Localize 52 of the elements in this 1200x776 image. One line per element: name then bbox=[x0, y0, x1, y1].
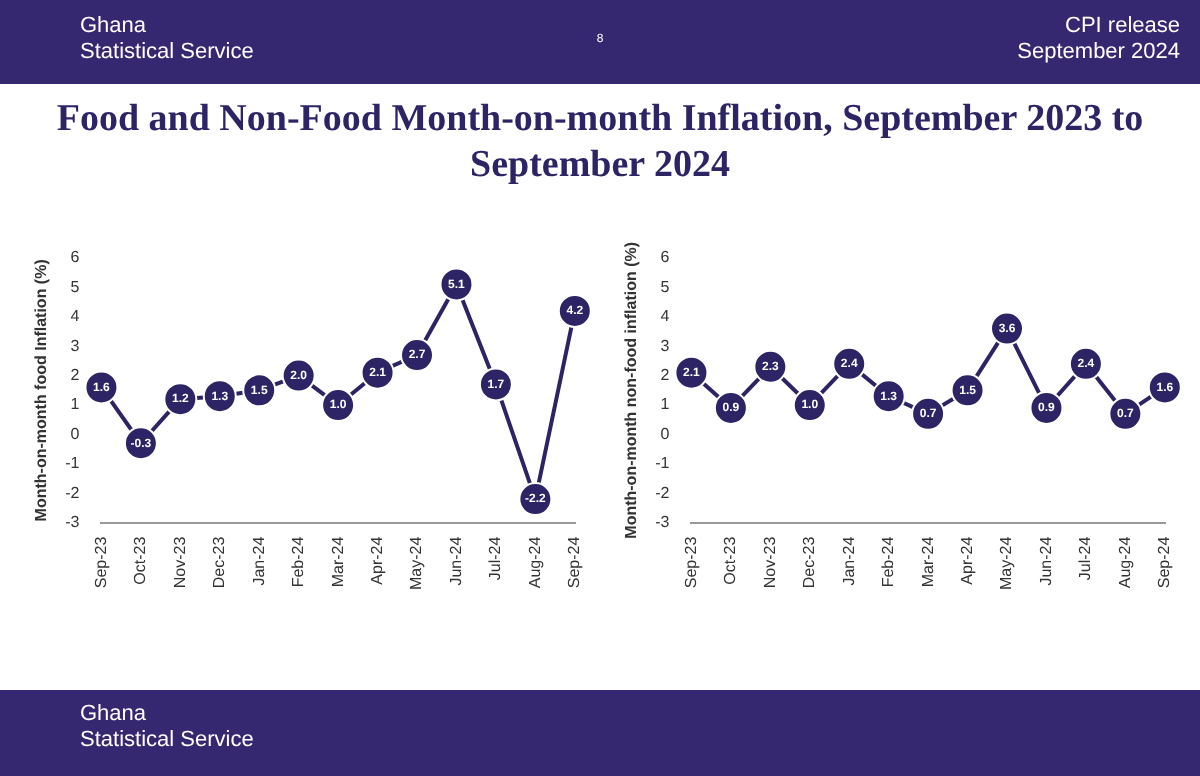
x-tick-label: Nov-23 bbox=[760, 535, 779, 589]
x-tick-label: Mar-24 bbox=[328, 535, 347, 588]
x-tick-label: Sep-23 bbox=[91, 535, 110, 589]
y-tick-label: 0 bbox=[660, 424, 671, 443]
y-tick-label: 3 bbox=[660, 336, 671, 355]
x-tick-label: Sep-23 bbox=[681, 535, 700, 589]
x-tick-label: Apr-24 bbox=[957, 535, 976, 585]
x-tick-label: Jan-24 bbox=[249, 535, 268, 586]
text: CPI release September 2024 bbox=[1017, 14, 1180, 66]
y-tick-label: 2 bbox=[70, 366, 81, 385]
x-tick-label: Jul-24 bbox=[1076, 535, 1095, 581]
y-tick-label: 6 bbox=[660, 248, 671, 267]
x-tick-label: Aug-24 bbox=[525, 535, 544, 589]
y-tick-label: -2 bbox=[65, 483, 81, 502]
y-tick-label: -3 bbox=[65, 513, 81, 532]
x-tick-label: Jun-24 bbox=[1036, 535, 1055, 586]
y-tick-label: -3 bbox=[655, 513, 671, 532]
x-tick-label: Aug-24 bbox=[1115, 535, 1134, 589]
x-tick-label: Oct-23 bbox=[131, 535, 150, 585]
y-tick-label: 1 bbox=[660, 395, 671, 414]
y-tick-label: -1 bbox=[655, 454, 671, 473]
x-tick-label: Mar-24 bbox=[918, 535, 937, 588]
x-tick-label: May-24 bbox=[997, 535, 1016, 591]
chart-title: Food and Non-Food Month-on-month Inflation, September 2023 to September 2024 bbox=[54, 96, 1146, 188]
y-tick-label: 0 bbox=[70, 424, 81, 443]
y-tick-label: 5 bbox=[70, 277, 81, 296]
y-tick-label: 2 bbox=[660, 366, 671, 385]
y-tick-label: 4 bbox=[70, 307, 81, 326]
y-tick-label: 1 bbox=[70, 395, 81, 414]
x-tick-label: Jun-24 bbox=[446, 535, 465, 586]
y-tick-label: 5 bbox=[660, 277, 671, 296]
x-tick-label: Apr-24 bbox=[367, 535, 386, 585]
x-tick-label: Nov-23 bbox=[170, 535, 189, 589]
y-axis-title: Month-on-month non-food inflation (%) bbox=[622, 241, 641, 539]
x-tick-label: Feb-24 bbox=[879, 535, 898, 588]
x-tick-label: Sep-24 bbox=[565, 535, 584, 589]
y-tick-label: 4 bbox=[660, 307, 671, 326]
y-tick-label: -2 bbox=[655, 483, 671, 502]
text: Ghana Statistical Service bbox=[80, 14, 254, 66]
x-tick-label: Jul-24 bbox=[486, 535, 505, 581]
x-tick-label: Sep-24 bbox=[1155, 535, 1174, 589]
y-tick-label: -1 bbox=[65, 454, 81, 473]
x-tick-label: Jan-24 bbox=[839, 535, 858, 586]
x-tick-label: Dec-23 bbox=[800, 535, 819, 589]
x-tick-label: Dec-23 bbox=[210, 535, 229, 589]
x-tick-label: May-24 bbox=[407, 535, 426, 591]
y-tick-label: 3 bbox=[70, 336, 81, 355]
text: Ghana Statistical Service bbox=[80, 702, 254, 754]
x-tick-label: Oct-23 bbox=[721, 535, 740, 585]
y-axis-title: Month-on-month food Inflation (%) bbox=[32, 258, 51, 522]
y-tick-label: 6 bbox=[70, 248, 81, 267]
x-tick-label: Feb-24 bbox=[289, 535, 308, 588]
